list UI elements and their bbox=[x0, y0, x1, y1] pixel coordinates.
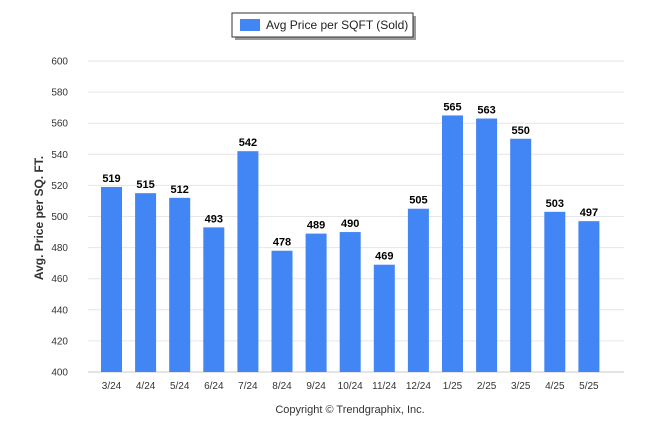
data-label: 550 bbox=[512, 125, 530, 137]
y-tick-label: 580 bbox=[51, 88, 68, 99]
legend-swatch bbox=[240, 19, 260, 31]
x-tick-label: 5/25 bbox=[579, 381, 599, 392]
y-tick-label: 400 bbox=[51, 368, 68, 379]
data-label: 478 bbox=[273, 237, 291, 249]
x-tick-label: 11/24 bbox=[372, 381, 397, 392]
bar bbox=[442, 115, 463, 373]
x-tick-label: 1/25 bbox=[443, 381, 463, 392]
y-tick-label: 520 bbox=[51, 181, 68, 192]
x-tick-label: 4/25 bbox=[545, 381, 565, 392]
data-label: 563 bbox=[477, 105, 495, 117]
bars: 519 515 512 493 542 478 489 490 469 505 565 563 550 5… bbox=[101, 101, 600, 373]
x-tick-label: 3/25 bbox=[511, 381, 531, 392]
y-axis-ticks: 400 420 440 460 480 500 520 540 560 580 600 bbox=[51, 57, 68, 379]
bar bbox=[510, 138, 532, 372]
y-tick-label: 480 bbox=[51, 243, 68, 254]
x-tick-label: 5/24 bbox=[170, 381, 190, 392]
data-label: 503 bbox=[546, 198, 564, 210]
x-tick-label: 4/24 bbox=[136, 381, 156, 392]
x-tick-label: 12/24 bbox=[406, 381, 431, 392]
y-tick-label: 500 bbox=[51, 212, 68, 223]
x-tick-label: 2/25 bbox=[477, 381, 497, 392]
data-label: 493 bbox=[205, 213, 223, 225]
data-label: 565 bbox=[443, 101, 461, 113]
data-label: 542 bbox=[239, 137, 257, 149]
x-tick-label: 8/24 bbox=[272, 381, 292, 392]
y-tick-label: 540 bbox=[51, 150, 68, 161]
bar bbox=[203, 227, 225, 372]
legend-box bbox=[231, 12, 414, 38]
data-label: 490 bbox=[341, 218, 359, 230]
bar bbox=[237, 151, 259, 372]
data-label: 469 bbox=[375, 251, 393, 263]
y-tick-label: 420 bbox=[51, 336, 68, 347]
data-label: 497 bbox=[580, 207, 598, 219]
data-label: 519 bbox=[102, 173, 120, 185]
bar bbox=[544, 211, 566, 372]
legend: Avg Price per SQFT (Sold) bbox=[231, 12, 416, 40]
data-label: 505 bbox=[409, 195, 427, 207]
x-tick-label: 6/24 bbox=[204, 381, 224, 392]
y-tick-label: 560 bbox=[51, 119, 68, 130]
y-tick-label: 600 bbox=[51, 57, 68, 68]
bar bbox=[135, 193, 157, 372]
bar bbox=[339, 232, 361, 372]
copyright-text: Copyright © Trendgraphix, Inc. bbox=[275, 404, 424, 416]
data-label: 489 bbox=[307, 220, 325, 232]
bar bbox=[373, 264, 395, 372]
legend-label: Avg Price per SQFT (Sold) bbox=[266, 18, 408, 32]
bar bbox=[305, 233, 327, 372]
data-label: 512 bbox=[171, 184, 189, 196]
bar bbox=[169, 197, 191, 372]
bar bbox=[407, 208, 429, 372]
y-axis-title: Avg. Price per SQ. FT. bbox=[32, 156, 46, 280]
x-axis-ticks: 3/24 4/24 5/24 6/24 7/24 8/24 9/24 10/24 11/24 12… bbox=[102, 381, 599, 392]
x-tick-label: 7/24 bbox=[238, 381, 258, 392]
y-tick-label: 460 bbox=[51, 274, 68, 285]
bar bbox=[101, 186, 122, 372]
y-tick-label: 440 bbox=[51, 305, 68, 316]
bar bbox=[578, 221, 600, 372]
x-tick-label: 9/24 bbox=[306, 381, 326, 392]
x-tick-label: 3/24 bbox=[102, 381, 122, 392]
x-tick-label: 10/24 bbox=[338, 381, 363, 392]
bar bbox=[476, 118, 498, 372]
data-label: 515 bbox=[136, 179, 154, 191]
bar bbox=[271, 250, 293, 372]
